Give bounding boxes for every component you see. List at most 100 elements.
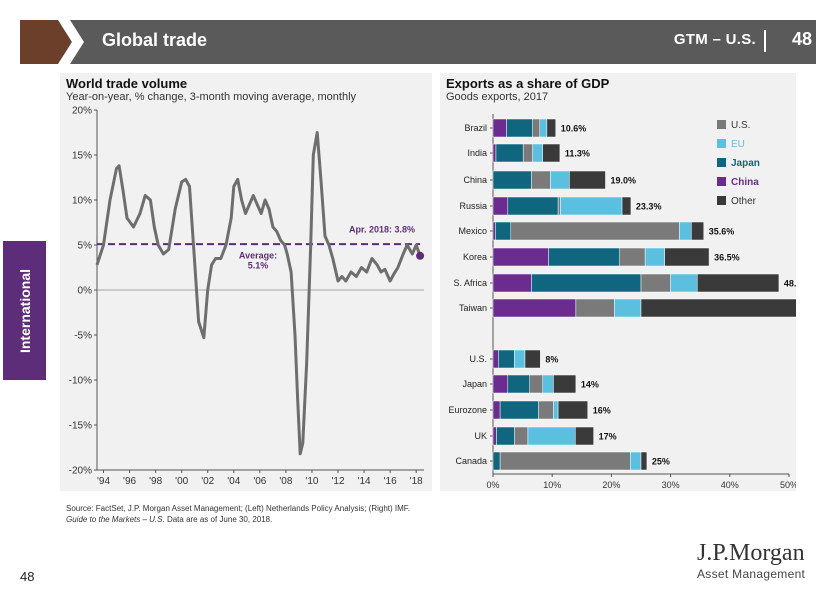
bar-segment-eu (553, 400, 559, 420)
header-accent (20, 20, 70, 64)
category-label: Mexico (458, 226, 487, 236)
y-tick-label: 0% (78, 286, 93, 297)
bar-segment-us (531, 170, 551, 190)
x-tick-label: '94 (97, 476, 110, 487)
x-tick-label: 0% (486, 480, 499, 490)
bar-segment-eu (630, 451, 642, 471)
bar-segment-china (492, 221, 496, 241)
bar-segment-us (619, 247, 646, 267)
x-tick-label: '14 (358, 476, 371, 487)
bar-total-label: 16% (593, 406, 611, 416)
category-label: Japan (462, 379, 487, 389)
bar-segment-eu (670, 273, 698, 293)
bar-segment-us (640, 273, 671, 293)
x-tick-label: '02 (201, 476, 214, 487)
x-tick-label: '08 (279, 476, 292, 487)
x-tick-label: '06 (253, 476, 266, 487)
legend-label: EU (731, 139, 745, 150)
x-tick-label: '00 (175, 476, 188, 487)
data-note: Guide to the Markets – U.S. Data are as … (66, 514, 410, 525)
y-tick-label: -20% (69, 466, 92, 477)
bar-segment-us (510, 221, 680, 241)
bar-segment-japan (499, 400, 539, 420)
category-label: Taiwan (459, 303, 487, 313)
bar-segment-other (696, 273, 780, 293)
trade-volume-line (95, 131, 422, 456)
bar-chart: 0% 10% 20% 30% 40% 50% Brazil 10.6% India 11.3% Ch… (448, 114, 796, 490)
bar-total-label: 10.6% (561, 124, 587, 134)
bar-segment-china (492, 196, 509, 216)
header-subtitle: GTM – U.S. (673, 31, 756, 48)
bar-segment-japan (498, 349, 515, 369)
bar-segment-eu (679, 221, 692, 241)
bar-segment-other (542, 143, 561, 163)
bar-segment-japan (506, 118, 533, 138)
bar-segment-us (514, 426, 529, 446)
header-bar (20, 20, 816, 64)
bar-segment-other (575, 426, 594, 446)
bar-total-label: 23.3% (636, 202, 662, 212)
y-tick-label: 10% (72, 196, 92, 207)
bar-segment-other (621, 196, 632, 216)
bar-segment-japan (492, 451, 501, 471)
bar-total-label: 25% (652, 457, 670, 467)
bar-segment-us (538, 400, 554, 420)
source-note: Source: FactSet, J.P. Morgan Asset Manag… (66, 503, 410, 525)
legend-swatch (717, 158, 726, 167)
bar-segment-japan (495, 221, 512, 241)
bar-segment-eu (614, 298, 642, 318)
bar-segment-china (492, 400, 501, 420)
bar-segment-other (546, 118, 557, 138)
bar-segment-japan (496, 426, 515, 446)
bar-segment-us (529, 374, 543, 394)
bar-total-label: 14% (581, 380, 599, 390)
latest-point (416, 251, 425, 260)
bar-total-label: 35.6% (709, 227, 735, 237)
bar-total-label: 17% (599, 432, 617, 442)
bar-segment-us (499, 451, 631, 471)
bar-segment-eu (539, 118, 548, 138)
x-tick-label: '04 (227, 476, 240, 487)
x-tick-label: '10 (305, 476, 318, 487)
bar-chart-title: Exports as a share of GDP (446, 76, 610, 91)
category-label: India (467, 148, 487, 158)
x-tick-label: '16 (384, 476, 397, 487)
category-label: Korea (463, 252, 487, 262)
bar-segment-eu (514, 349, 526, 369)
x-tick-label: 20% (602, 480, 620, 490)
bar-segment-china (492, 273, 532, 293)
bar-total-label: 36.5% (714, 253, 740, 263)
bar-segment-other (569, 170, 606, 190)
legend-swatch (717, 120, 726, 129)
bar-segment-china (492, 247, 549, 267)
legend-label: U.S. (731, 120, 750, 131)
bar-segment-other (664, 247, 710, 267)
bar-segment-other (691, 221, 705, 241)
x-tick-label: '98 (149, 476, 162, 487)
jpmorgan-logo: J.P.Morgan (697, 540, 805, 566)
bar-segment-eu (532, 143, 543, 163)
legend-label: China (731, 177, 759, 188)
category-label: Russia (459, 201, 487, 211)
logo-subtitle: Asset Management (697, 567, 806, 581)
y-tick-label: -10% (69, 376, 92, 387)
category-label: China (463, 175, 487, 185)
line-chart-title: World trade volume (66, 76, 188, 91)
bar-segment-us (575, 298, 615, 318)
page-number: 48 (20, 569, 35, 584)
x-tick-label: 40% (721, 480, 739, 490)
section-tab: International (3, 241, 46, 380)
bar-segment-other (640, 298, 796, 318)
bar-segment-china (492, 426, 497, 446)
x-tick-label: 50% (780, 480, 796, 490)
latest-label: Apr. 2018: 3.8% (349, 224, 415, 234)
bar-chart-subtitle: Goods exports, 2017 (446, 91, 549, 103)
bar-segment-us (532, 118, 541, 138)
y-tick-label: -15% (69, 421, 92, 432)
section-tab-label: International (16, 268, 33, 353)
bar-total-label: 8% (545, 355, 558, 365)
legend-swatch (717, 196, 726, 205)
bar-segment-other (553, 374, 577, 394)
bar-segment-china (492, 118, 507, 138)
x-tick-label: '96 (123, 476, 136, 487)
